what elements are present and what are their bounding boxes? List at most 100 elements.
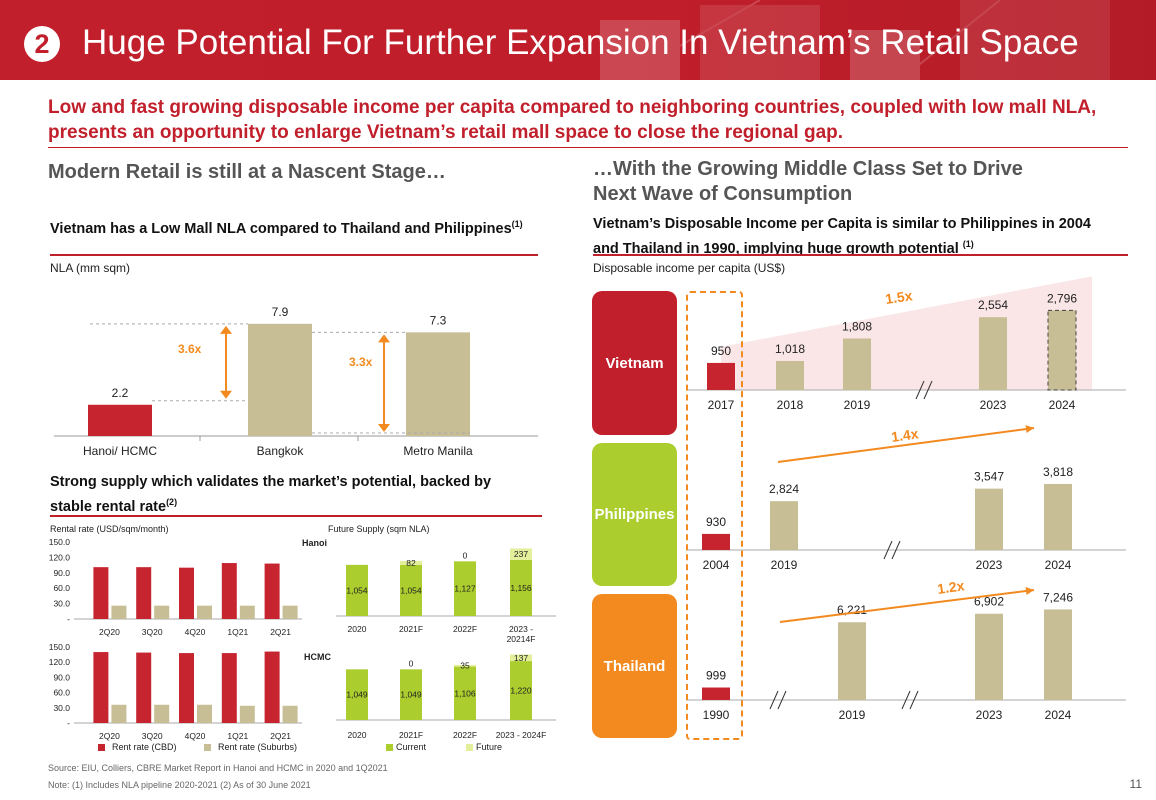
supply-current-bar — [454, 666, 476, 720]
income-bar — [776, 360, 804, 390]
footnote: Note: (1) Includes NLA pipeline 2020-202… — [48, 780, 311, 790]
supply-current-label: 1,106 — [454, 688, 476, 698]
income-value-label: 6,902 — [974, 595, 1004, 609]
supply-category-label: 20214F — [507, 634, 536, 644]
rent-suburbs-bar — [282, 705, 298, 723]
income-category-label: 2019 — [844, 398, 871, 412]
rent-cbd-bar — [221, 653, 237, 723]
page-title: Huge Potential For Further Expansion In … — [82, 23, 1079, 62]
rent-category-label: 1Q21 — [227, 731, 248, 741]
right-section-title-line2: Next Wave of Consumption — [593, 183, 853, 205]
supply-current-label: 1,127 — [454, 584, 476, 594]
rent-suburbs-bar — [239, 705, 255, 723]
rent-cbd-bar — [264, 651, 280, 723]
rent-y-tick: 150.0 — [49, 537, 71, 547]
supply-future-label: 137 — [514, 653, 528, 663]
growth-arrow — [777, 427, 1035, 463]
income-category-label: 2023 — [976, 708, 1003, 722]
income-value-label: 7,246 — [1043, 590, 1073, 604]
rent-cbd-bar — [179, 567, 194, 619]
supply-future-bar — [454, 664, 476, 667]
supply-current-bar — [510, 559, 532, 616]
rent-suburbs-bar — [154, 704, 170, 723]
supply-current-bar — [400, 564, 422, 616]
income-value-label: 999 — [706, 669, 726, 683]
nla-bar — [88, 404, 152, 436]
supply-current-label: 1,049 — [346, 690, 368, 700]
country-label-philippines: Philippines — [592, 443, 677, 586]
supply-category-label: 2021F — [399, 730, 423, 740]
axis-break-mark — [915, 380, 925, 400]
income-bar — [975, 613, 1003, 700]
income-category-label: 1990 — [703, 708, 730, 722]
supply-future-bar — [400, 560, 422, 565]
nla-category-label: Metro Manila — [403, 444, 473, 458]
hcmc-future-supply-chart: 1,049 2020 1,049 0 2021F 1,106 35 2022F 1,220 137… — [336, 653, 556, 740]
rent-y-tick: 30.0 — [53, 703, 70, 713]
hanoi-future-supply-chart: 1,054 2020 1,054 82 2021F 1,127 0 2022F 1,156 237… — [336, 548, 556, 644]
rent-y-tick: 90.0 — [53, 672, 70, 682]
nla-category-label: Hanoi/ HCMC — [83, 444, 157, 458]
income-bar — [707, 362, 735, 390]
rent-category-label: 3Q20 — [142, 627, 163, 637]
supply-future-label: 0 — [463, 550, 468, 560]
axis-break-mark — [909, 690, 919, 710]
supply-future-label: 237 — [514, 549, 528, 559]
growth-annotation: 1.4x — [890, 425, 919, 445]
income-bar — [702, 533, 730, 550]
rent-cbd-bar — [264, 563, 280, 619]
rent-cbd-bar — [221, 563, 237, 619]
hcmc-label: HCMC — [304, 652, 331, 662]
nla-annotation-3-6x: 3.6x — [178, 342, 202, 356]
income-bar — [975, 488, 1003, 550]
income-unit-label: Disposable income per capita (US$) — [593, 261, 786, 275]
axis-break-mark — [769, 690, 779, 710]
rent-category-label: 4Q20 — [185, 731, 206, 741]
future-supply-unit-label: Future Supply (sqm NLA) — [328, 524, 430, 534]
nla-title-divider — [50, 254, 538, 256]
nla-annotation-3-3x: 3.3x — [349, 355, 373, 369]
rent-suburbs-bar — [197, 605, 212, 619]
nla-arrowheads — [220, 325, 232, 399]
supply-current-label: 1,049 — [400, 690, 422, 700]
axis-break-mark — [891, 540, 901, 560]
hanoi-label: Hanoi — [302, 538, 328, 548]
hcmc-rent-chart: 150.0 120.0 90.0 60.0 30.0 - 2Q20 3Q20 4Q20 1Q21 2… — [49, 642, 302, 741]
supply-category-label: 2023 - 2024F — [496, 730, 547, 740]
rent-category-label: 4Q20 — [185, 627, 206, 637]
income-value-label: 950 — [711, 344, 731, 358]
rent-suburbs-bar — [111, 605, 127, 619]
rent-category-label: 2Q21 — [270, 731, 291, 741]
income-value-label: 1,808 — [842, 319, 872, 333]
left-section-title: Modern Retail is still at a Nascent Stag… — [48, 161, 446, 183]
nla-chart-title: Vietnam has a Low Mall NLA compared to T… — [50, 219, 523, 237]
country-label-vietnam: Vietnam — [592, 291, 677, 435]
nla-bar — [248, 323, 312, 436]
income-category-label: 2004 — [703, 558, 730, 572]
income-bar — [843, 338, 871, 390]
supply-future-label: 82 — [406, 558, 416, 568]
axis-break-mark — [901, 690, 911, 710]
income-title-divider — [593, 254, 1128, 256]
income-bar — [1044, 483, 1072, 550]
income-bar — [1044, 609, 1072, 700]
income-category-label: 2019 — [771, 558, 798, 572]
legend-suburbs-swatch — [204, 744, 211, 751]
rent-y-tick: 120.0 — [49, 552, 71, 562]
rent-suburbs-bar — [111, 704, 127, 723]
legend-future-swatch — [466, 744, 473, 751]
comparison-highlight-box — [686, 291, 743, 740]
nla-value-label: 7.9 — [272, 305, 289, 319]
growth-annotation: 1.5x — [884, 287, 913, 307]
page-number: 11 — [1129, 777, 1142, 791]
rent-cbd-bar — [179, 653, 194, 723]
legend-current-swatch — [386, 744, 393, 751]
supply-future-bar — [510, 654, 532, 662]
income-category-label: 2024 — [1045, 558, 1072, 572]
nla-category-label: Bangkok — [257, 444, 305, 458]
income-category-label: 2023 — [980, 398, 1007, 412]
rent-category-label: 2Q21 — [270, 627, 291, 637]
rent-category-label: 2Q20 — [99, 627, 120, 637]
growth-arrow — [779, 589, 1035, 623]
